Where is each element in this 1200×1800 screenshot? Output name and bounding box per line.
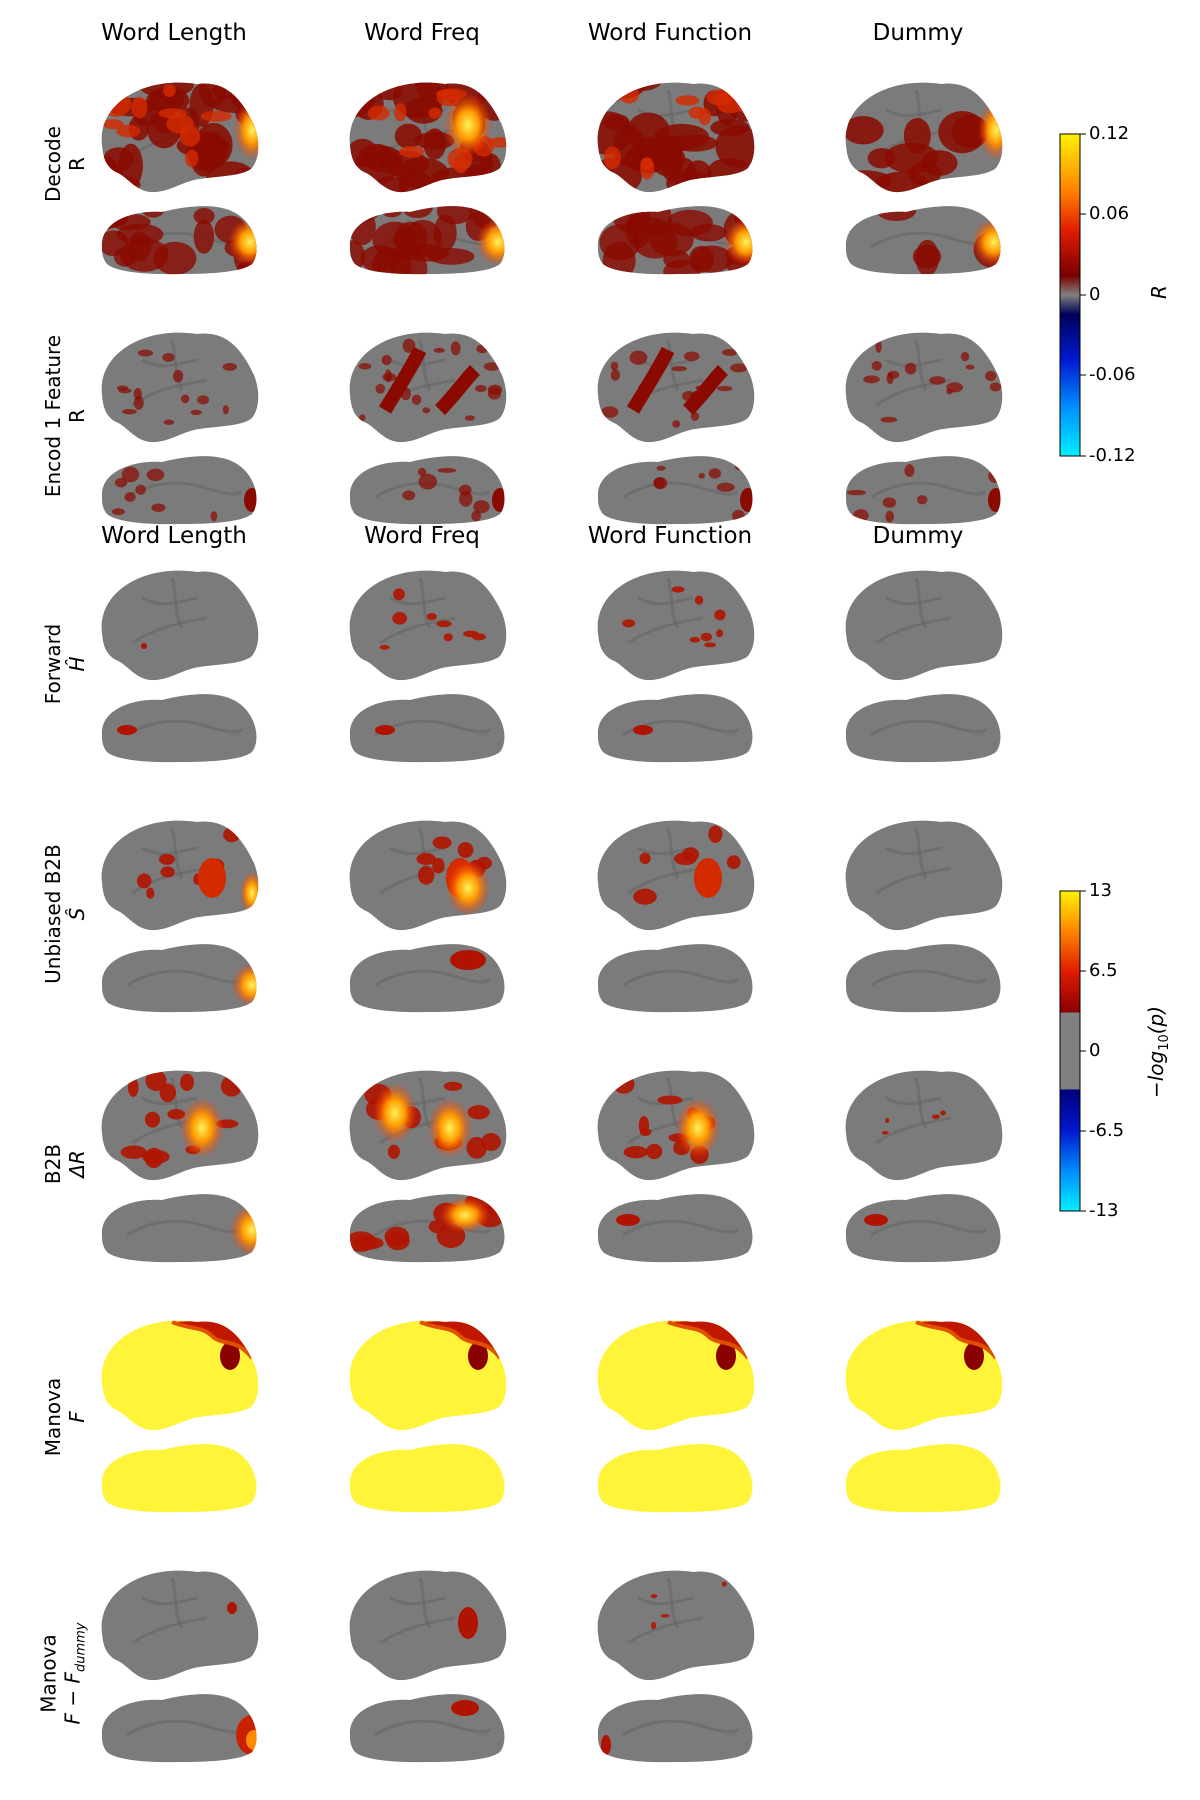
column-title-word-freq-2: Word Freq — [364, 523, 480, 549]
column-title-dummy-2: Dummy — [872, 523, 964, 549]
column-title-word-function: Word Function — [587, 20, 753, 46]
colorbar-r-tick-3: -0.06 — [1089, 364, 1136, 385]
brain-r0-c0 — [101, 82, 259, 275]
brain-r0-c2 — [597, 82, 755, 275]
column-title-word-function-2: Word Function — [587, 523, 753, 549]
colorbar-p-label: −log10(p) — [1144, 1005, 1173, 1099]
colorbar-logp — [1059, 890, 1081, 1212]
brain-r3-c0 — [101, 820, 259, 1013]
colorbar-r-tick-2: 0 — [1089, 284, 1101, 305]
brain-r5-c0 — [101, 1320, 259, 1513]
brain-r6-c2 — [597, 1570, 755, 1763]
brain-r5-c1 — [349, 1320, 507, 1513]
brain-r1-c2 — [597, 332, 755, 525]
column-title-word-length-2: Word Length — [101, 523, 247, 549]
brain-r4-c0 — [101, 1070, 259, 1263]
brain-r6-c1 — [349, 1570, 507, 1763]
column-title-word-length: Word Length — [101, 20, 247, 46]
brain-r4-c3 — [845, 1070, 1003, 1263]
brain-r1-c0 — [101, 332, 259, 525]
column-title-word-freq: Word Freq — [364, 20, 480, 46]
brain-r3-c2 — [597, 820, 755, 1013]
colorbar-p-tick-4: -13 — [1089, 1200, 1119, 1221]
brain-r0-c3 — [845, 82, 1003, 275]
colorbar-p-tick-1: 6.5 — [1089, 960, 1118, 981]
colorbar-r-tick-1: 0.06 — [1089, 203, 1130, 224]
brain-r3-c1 — [349, 820, 507, 1013]
colorbar-r — [1059, 133, 1081, 457]
brain-r2-c0 — [101, 570, 259, 763]
colorbar-p-tick-2: 0 — [1089, 1040, 1101, 1061]
brain-r3-c3 — [845, 820, 1003, 1013]
brain-r2-c2 — [597, 570, 755, 763]
brain-r6-c0 — [101, 1570, 259, 1763]
column-title-dummy: Dummy — [872, 20, 964, 46]
brain-r2-c3 — [845, 570, 1003, 763]
brain-r2-c1 — [349, 570, 507, 763]
brain-r1-c3 — [845, 332, 1003, 525]
brain-r5-c2 — [597, 1320, 755, 1513]
colorbar-p-tick-3: -6.5 — [1089, 1120, 1125, 1141]
colorbar-r-tick-4: -0.12 — [1089, 445, 1136, 466]
colorbar-p-tick-0: 13 — [1089, 880, 1112, 901]
brain-r4-c2 — [597, 1070, 755, 1263]
brain-r5-c3 — [845, 1320, 1003, 1513]
brain-r1-c1 — [349, 332, 507, 525]
colorbar-r-tick-0: 0.12 — [1089, 123, 1130, 144]
colorbar-r-label: R — [1146, 285, 1171, 299]
brain-r0-c1 — [349, 82, 507, 275]
brain-r4-c1 — [349, 1070, 507, 1263]
